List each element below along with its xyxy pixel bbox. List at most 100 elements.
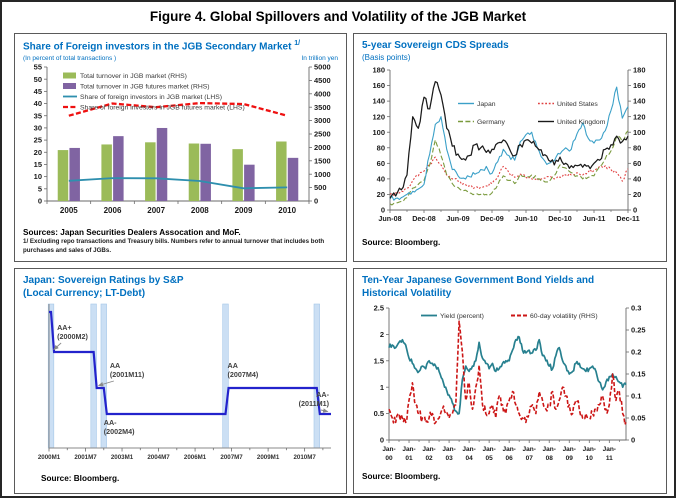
axis-tick-label: 40 xyxy=(633,174,641,183)
axis-tick-label: 20 xyxy=(377,190,385,199)
axis-tick-label: 0.5 xyxy=(374,409,384,418)
panel4-source: Source: Bloomberg. xyxy=(362,472,441,481)
bar xyxy=(244,165,255,202)
axis-tick-label: Jan- xyxy=(422,446,435,453)
panel3-title-line1: Japan: Sovereign Ratings by S&P xyxy=(23,275,184,286)
axis-tick-label: 4500 xyxy=(314,76,331,85)
rating-change-bands xyxy=(47,303,320,449)
axis-tick-label: 180 xyxy=(633,66,646,75)
axis-tick-label: 0.3 xyxy=(631,304,641,313)
axis-tick-label: 05 xyxy=(486,455,494,462)
panel-sovereign-ratings: Japan: Sovereign Ratings by S&P (Local C… xyxy=(14,268,347,494)
axis-tick-label: AA- xyxy=(316,390,329,399)
panel2-subtitle: (Basis points) xyxy=(362,53,411,62)
axis-tick-label: Share of foreign investors in JGB future… xyxy=(80,105,245,112)
axis-tick-label: 09 xyxy=(566,455,574,462)
bar xyxy=(287,158,299,202)
axis-tick-label: 10 xyxy=(34,173,42,182)
axis-tick-label: 0 xyxy=(38,197,42,206)
axis-tick-label: 2500 xyxy=(314,130,331,139)
axis-tick-label: 0 xyxy=(314,197,318,206)
axis-tick-label: 160 xyxy=(633,81,646,90)
axis-tick-label: AA xyxy=(228,361,238,370)
axis-tick-label: (2000M2) xyxy=(57,332,88,341)
axis-tick-label: 120 xyxy=(372,112,385,121)
axis-tick-label: 07 xyxy=(526,455,534,462)
axis-tick-label: 2009 xyxy=(235,206,253,215)
axis-tick-label: 0 xyxy=(380,436,384,445)
rating-annotations: AA+(2000M2)AA(2001M11)AA-(2002M4)AA(2007… xyxy=(53,323,330,436)
axis-tick-label: Share of foreign investors in JGB market… xyxy=(80,94,222,101)
axis-tick-label: 40 xyxy=(34,99,42,108)
annotation-arrow xyxy=(97,380,114,387)
axis-tick-label: 50 xyxy=(34,75,42,84)
bar xyxy=(57,150,69,202)
axis-tick-label: Japan xyxy=(477,101,496,108)
panel2-title: 5-year Sovereign CDS Spreads xyxy=(362,40,509,51)
panel2-source: Source: Bloomberg. xyxy=(362,238,441,247)
figure-title: Figure 4. Global Spillovers and Volatili… xyxy=(149,9,527,24)
axis-tick-label: 2006 xyxy=(104,206,122,215)
axis-tick-label: 1 xyxy=(380,383,384,392)
axis-tick-label: 140 xyxy=(372,97,385,106)
axis-tick-label: Dec-08 xyxy=(412,214,436,223)
axis-tick-label: 2007 xyxy=(147,206,165,215)
axis-tick-label: 100 xyxy=(372,128,385,137)
axis-tick-label: 1000 xyxy=(314,170,331,179)
axis-tick-label: (2011M1) xyxy=(299,399,330,408)
axis-tick-label: 2004M7 xyxy=(147,454,170,461)
panel1-axis-captions: (In percent of total transactions ) In t… xyxy=(23,55,338,62)
axis-tick-label: 20 xyxy=(34,148,42,157)
axis-tick-label: 5000 xyxy=(314,63,331,72)
axis-tick-label: Jun-10 xyxy=(514,214,537,223)
axis-tick-label: Dec-10 xyxy=(548,214,572,223)
series-share-of-foreign-investors-in-jgb-futures-market-lhs xyxy=(68,102,288,118)
axis-tick-label: (2001M11) xyxy=(110,370,145,379)
panel4-title-line1: Ten-Year Japanese Government Bond Yields… xyxy=(362,275,595,286)
panel1-title: Share of Foreign investors in the JGB Se… xyxy=(23,39,338,53)
series-yield-percent xyxy=(388,335,627,415)
axis-tick-label: 01 xyxy=(405,455,413,462)
axis-tick-label: 55 xyxy=(34,63,42,72)
axis-tick-label: Dec-11 xyxy=(616,214,639,223)
axis-tick-label: Jan- xyxy=(523,446,536,453)
axis-tick-label: United States xyxy=(557,101,598,108)
axis-tick-label: 3500 xyxy=(314,103,331,112)
axis-tick-label: 20 xyxy=(633,190,641,199)
axis-tick-label: AA xyxy=(110,361,120,370)
axis-tick-label: 2010M7 xyxy=(293,454,316,461)
axis-tick-label: 500 xyxy=(314,184,327,193)
panel-jgb-secondary-market: Share of Foreign investors in the JGB Se… xyxy=(14,33,347,262)
axis-tick-label: AA+ xyxy=(57,323,72,332)
bar xyxy=(145,142,156,202)
left-axis-caption: (In percent of total transactions ) xyxy=(23,55,117,63)
axis-tick-label: Jan- xyxy=(382,446,395,453)
axis-tick-label: 45 xyxy=(34,87,42,96)
axis-tick-label: 00 xyxy=(385,455,393,462)
right-axis-caption: In trillion yen xyxy=(301,55,339,63)
axis-tick-label: Jan- xyxy=(502,446,515,453)
axis-tick-label: 10 xyxy=(586,455,594,462)
axis-tick-label: 0 xyxy=(631,436,635,445)
axis-tick-label: Total turnover in JGB market (RHS) xyxy=(80,73,187,80)
axis-tick-label: 06 xyxy=(506,455,514,462)
axis-tick-label: 04 xyxy=(465,455,473,462)
axis-tick-label: 80 xyxy=(633,143,641,152)
axis-tick-label: 0.15 xyxy=(631,370,646,379)
ratings-step-chart: 2000M1 2001M7 2003M1 2004M7 2006M1 2007M7 2009… xyxy=(38,303,331,461)
axis-tick-label: 4000 xyxy=(314,90,331,99)
highlight-band xyxy=(313,303,320,449)
jgb-turnover-chart: 0 5 10 15 20 25 30 35 40 45 50 55 0 500 1000 1500 2000 25… xyxy=(34,63,331,215)
axis-tick-label: Jan- xyxy=(462,446,475,453)
series-share-of-foreign-investors-in-jgb-market-lhs xyxy=(68,177,288,190)
axis-tick-label: 2006M1 xyxy=(184,454,207,461)
axis-tick-label: 15 xyxy=(34,160,42,169)
axis-tick-label: 0.1 xyxy=(631,392,641,401)
axis-tick-label: 60-day volatility (RHS) xyxy=(530,313,598,320)
axis-tick-label: 35 xyxy=(34,112,42,121)
axis-tick-label: 100 xyxy=(633,128,646,137)
axis-tick-label: 1500 xyxy=(314,157,331,166)
bar xyxy=(69,148,80,202)
axis-tick-label: 30 xyxy=(34,124,42,133)
